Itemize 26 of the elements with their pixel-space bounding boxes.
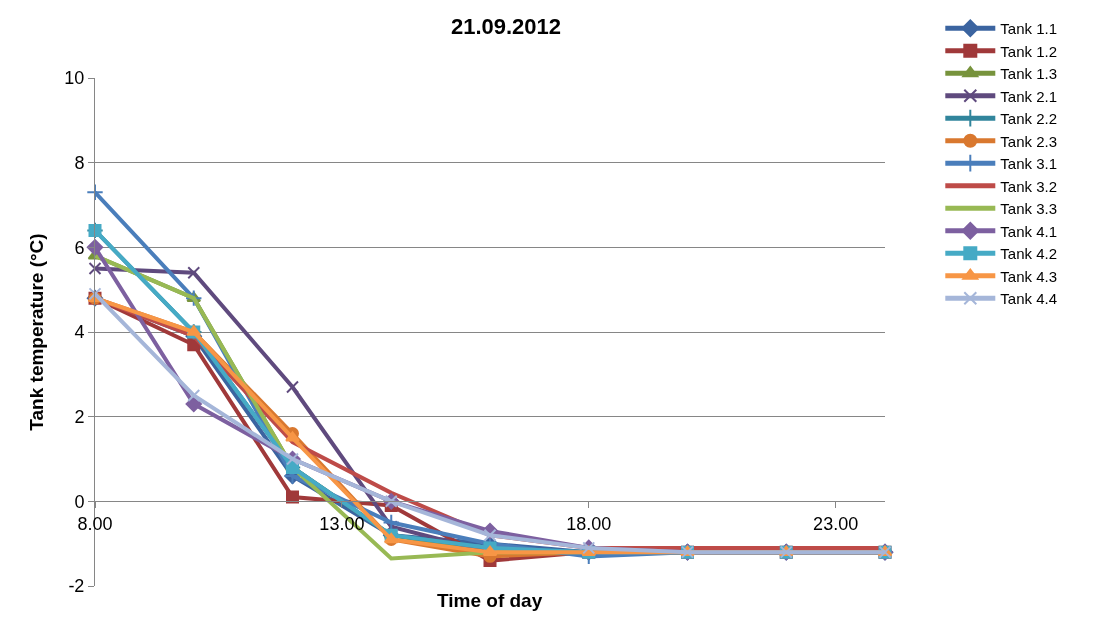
legend-label: Tank 3.1 <box>1000 155 1058 173</box>
x-axis-title: Time of day <box>437 590 543 611</box>
legend-label: Tank 3.3 <box>1000 200 1058 218</box>
legend-label: Tank 2.2 <box>1000 110 1058 128</box>
y-tick-label: 0 <box>74 491 85 512</box>
y-tick-label: -2 <box>68 576 85 597</box>
legend-label: Tank 4.2 <box>1000 245 1058 263</box>
chart-title: 21.09.2012 <box>450 14 562 40</box>
y-tick-label: 10 <box>64 68 85 89</box>
legend-label: Tank 2.1 <box>1000 87 1058 105</box>
y-tick-label: 8 <box>74 152 85 173</box>
legend-label: Tank 4.3 <box>1000 267 1058 285</box>
x-tick-label: 18.00 <box>566 513 612 534</box>
y-tick-label: 6 <box>74 237 85 258</box>
legend-label: Tank 4.4 <box>1000 290 1058 308</box>
y-axis-title: Tank temperature (°C) <box>26 233 48 431</box>
y-tick-label: 2 <box>74 406 85 427</box>
legend-label: Tank 2.3 <box>1000 132 1058 150</box>
legend-label: Tank 1.3 <box>1000 65 1058 83</box>
legend-label: Tank 1.1 <box>1000 20 1058 38</box>
x-tick-label: 23.00 <box>813 513 859 534</box>
legend-label: Tank 3.2 <box>1000 177 1058 195</box>
legend-label: Tank 4.1 <box>1000 222 1058 240</box>
x-tick-label: 8.00 <box>77 513 113 534</box>
legend-label: Tank 1.2 <box>1000 42 1058 60</box>
y-tick-label: 4 <box>74 322 85 343</box>
